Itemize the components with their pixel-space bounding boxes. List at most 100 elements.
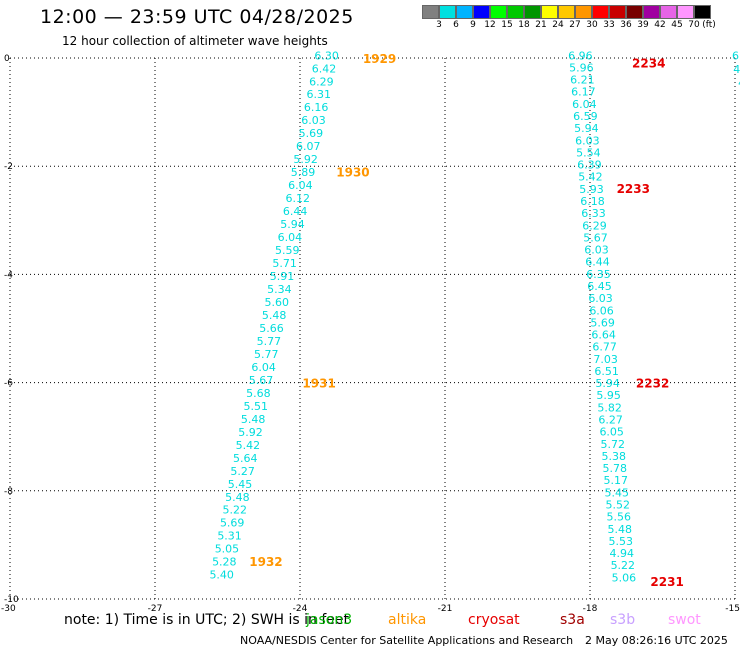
wave-height-label: 6.05: [599, 426, 624, 439]
x-tick-label: -30: [1, 604, 16, 614]
wave-height-label: 5.69: [590, 316, 615, 329]
legend-swatch: [694, 5, 711, 19]
wave-height-label: 6.04: [251, 361, 276, 374]
wave-height-label: 5.48: [262, 309, 287, 322]
wave-height-label: 5.34: [267, 283, 292, 296]
wave-height-label: 5.93: [579, 183, 604, 196]
wave-height-label: 6.44: [283, 205, 308, 218]
wave-height-label: 6.18: [580, 195, 605, 208]
wave-height-label: 5.78: [602, 462, 627, 475]
legend-swatch: [456, 5, 473, 19]
legend-label: 39: [637, 20, 649, 30]
credit-text: NOAA/NESDIS Center for Satellite Applica…: [240, 634, 574, 647]
wave-height-label: 6.33: [581, 207, 606, 220]
time-label: 1929: [363, 52, 396, 66]
legend-swatch: [422, 5, 439, 19]
wave-height-label: 6.42: [312, 62, 337, 75]
satellite-label-swot: swot: [668, 612, 701, 628]
wave-height-label: 5.17: [603, 474, 628, 487]
wave-height-label: 4.8: [733, 63, 740, 76]
page-subtitle: 12 hour collection of altimeter wave hei…: [62, 34, 328, 48]
legend-label: 30: [586, 20, 598, 30]
wave-height-label: 5.60: [265, 296, 290, 309]
time-label: 1932: [249, 555, 282, 569]
y-tick-label: -4: [4, 270, 13, 280]
page-title: 12:00 — 23:59 UTC 04/28/2025: [40, 6, 354, 28]
wave-height-label: 5.45: [605, 486, 630, 499]
legend-label: 3: [436, 20, 442, 30]
wave-height-label: 6.51: [594, 365, 619, 378]
color-legend: 3 6 9 12 15 18 21 24 27 30 33 36 39 42 45 70 (ft): [422, 5, 732, 33]
wave-height-label: 5.31: [217, 530, 242, 543]
legend-label: 33: [603, 20, 615, 30]
wave-height-label: 5.67: [249, 374, 274, 387]
time-label: 2233: [617, 182, 650, 196]
satellite-label-s3b: s3b: [610, 612, 636, 628]
satellite-label-altika: altika: [388, 612, 427, 628]
wave-height-label: 5.05: [215, 543, 240, 556]
wave-height-label: 5.54: [576, 146, 601, 159]
wave-height-label: 6.06: [589, 304, 614, 317]
wave-height-label: 5.77: [254, 348, 279, 361]
wave-height-label: 5.92: [293, 153, 318, 166]
legend-swatches: [422, 5, 732, 19]
wave-height-label: 5.22: [611, 559, 636, 572]
wave-height-label: 5.28: [212, 556, 237, 569]
wave-height-label: 6.04: [278, 231, 303, 244]
satellite-label-s3a: s3a: [560, 612, 585, 628]
wave-height-label: 5.22: [223, 504, 248, 517]
wave-height-label: 6.96: [568, 49, 593, 62]
wave-height-label: 5.40: [209, 569, 234, 582]
wave-height-label: 5.72: [600, 438, 625, 451]
wave-height-label: 5.45: [228, 478, 253, 491]
time-label: 2232: [636, 377, 669, 391]
wave-height-label: 5.71: [272, 257, 297, 270]
wave-height-label: 6.29: [582, 219, 607, 232]
wave-height-label: 6.03: [584, 244, 609, 257]
legend-swatch: [609, 5, 626, 19]
wave-height-label: 5.42: [236, 439, 261, 452]
wave-height-label: 5.59: [275, 244, 300, 257]
wave-height-label: 6.39: [577, 159, 602, 172]
legend-swatch: [507, 5, 524, 19]
legend-swatch: [439, 5, 456, 19]
y-tick-label: -10: [4, 595, 19, 605]
wave-height-label: 6.21: [570, 74, 595, 87]
satellite-label-cryosat: cryosat: [468, 612, 520, 628]
legend-swatch: [660, 5, 677, 19]
legend-label: 21: [535, 20, 547, 30]
wave-height-label: 5.77: [257, 335, 282, 348]
wave-height-label: 5.69: [220, 517, 245, 530]
wave-height-label: 6.07: [296, 140, 321, 153]
legend-label: 24: [552, 20, 564, 30]
y-tick-label: -2: [4, 162, 13, 172]
legend-swatch: [643, 5, 660, 19]
wave-height-label: 6.16: [304, 101, 329, 114]
footer-note: note: 1) Time is in UTC; 2) SWH is in fe…: [64, 612, 350, 628]
y-tick-label: -8: [4, 487, 13, 497]
wave-height-label: 5.38: [601, 450, 626, 463]
wave-height-label: 6.30: [314, 49, 339, 62]
wave-height-label: 5.95: [596, 389, 621, 402]
wave-height-label: 5.48: [608, 523, 633, 536]
legend-label: 6: [453, 20, 459, 30]
wave-height-label: 5.27: [230, 465, 255, 478]
legend-label: (ft): [702, 20, 716, 30]
wave-height-label: 6.17: [571, 86, 596, 99]
wave-height-label: 6.44: [585, 256, 610, 269]
time-label: 1930: [336, 166, 369, 180]
x-tick-label: -21: [438, 604, 453, 614]
wave-height-label: 6.59: [573, 110, 598, 123]
legend-swatch: [592, 5, 609, 19]
legend-swatch: [524, 5, 541, 19]
legend-label: 27: [569, 20, 581, 30]
satellite-legend: jason3 altika cryosat s3a s3b swot: [306, 612, 726, 630]
legend-label: 42: [654, 20, 666, 30]
wave-height-label: 5.94: [574, 122, 599, 135]
wave-height-label: 7.03: [593, 353, 618, 366]
wave-height-label: 5.89: [291, 166, 316, 179]
legend-label: 36: [620, 20, 632, 30]
legend-label: 12: [484, 20, 496, 30]
timestamp-text: 2 May 08:26:16 UTC 2025: [585, 634, 728, 647]
